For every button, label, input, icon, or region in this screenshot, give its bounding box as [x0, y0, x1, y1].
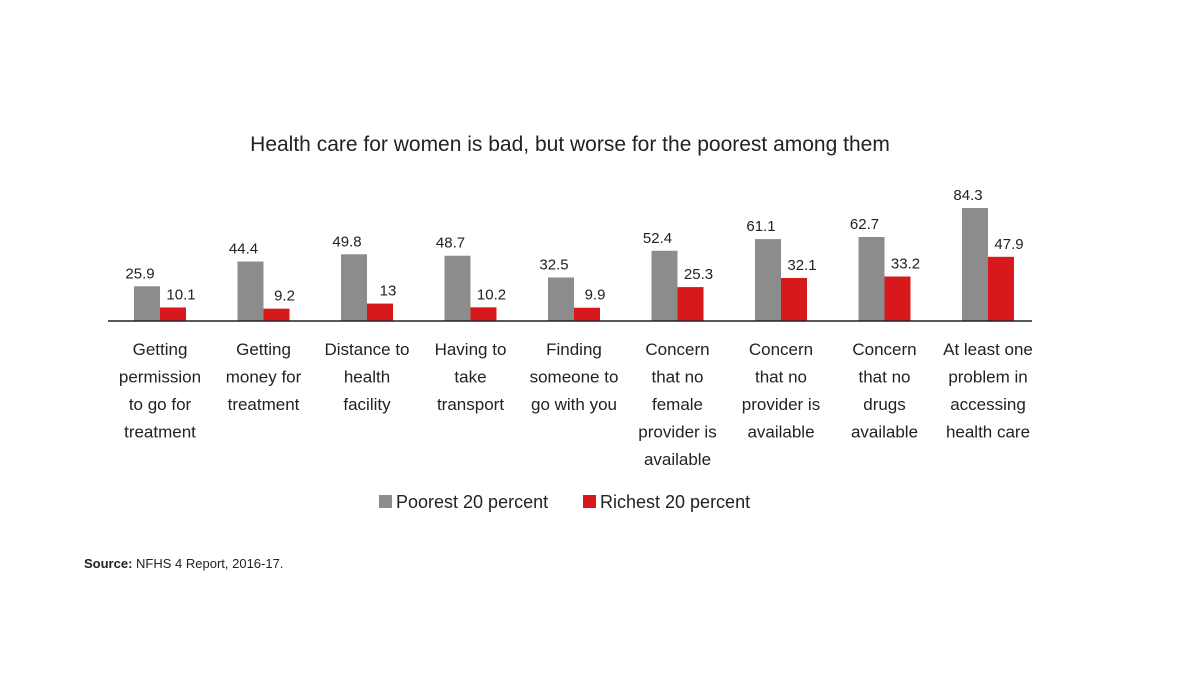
category-label-5: Concern that no female provider is available [638, 340, 716, 469]
value-label-poorest-6: 61.1 [746, 218, 775, 235]
value-label-richest-2: 13 [380, 283, 397, 300]
bar-richest-3 [470, 307, 497, 321]
value-label-poorest-4: 32.5 [539, 256, 568, 273]
value-label-poorest-2: 49.8 [332, 233, 361, 250]
value-label-richest-1: 9.2 [274, 288, 295, 305]
chart-title: Health care for women is bad, but worse … [250, 133, 890, 156]
value-label-poorest-1: 44.4 [229, 241, 258, 258]
category-label-6: Concern that no provider is available [742, 340, 820, 442]
bar-poorest-8 [962, 208, 988, 321]
bar-richest-1 [263, 308, 290, 321]
value-label-poorest-3: 48.7 [436, 235, 465, 252]
value-label-richest-5: 25.3 [684, 266, 713, 283]
value-label-richest-7: 33.2 [891, 256, 920, 273]
category-label-4: Finding someone to go with you [530, 340, 619, 414]
category-label-0: Getting permission to go for treatment [119, 340, 201, 442]
bar-poorest-6 [755, 239, 781, 321]
source-text: NFHS 4 Report, 2016-17. [132, 556, 284, 571]
bar-poorest-4 [548, 277, 574, 321]
legend-swatch-poorest [379, 495, 392, 508]
bar-poorest-2 [341, 254, 367, 321]
value-label-richest-8: 47.9 [994, 236, 1023, 253]
category-label-3: Having to take transport [435, 340, 507, 414]
legend: Poorest 20 percent Richest 20 percent [379, 492, 750, 512]
category-labels-group: Getting permission to go for treatment Getti… [119, 340, 1033, 469]
source-note: Source: NFHS 4 Report, 2016-17. [84, 556, 283, 571]
value-label-richest-6: 32.1 [787, 257, 816, 274]
bar-poorest-5 [651, 250, 678, 321]
legend-label-richest: Richest 20 percent [600, 492, 750, 512]
value-label-richest-0: 10.1 [166, 286, 195, 303]
bar-poorest-1 [237, 261, 264, 321]
bar-richest-2 [367, 303, 393, 321]
legend-swatch-richest [583, 495, 596, 508]
bar-richest-5 [677, 287, 704, 321]
bar-poorest-0 [134, 286, 160, 321]
value-label-richest-3: 10.2 [477, 286, 506, 303]
value-label-poorest-8: 84.3 [953, 187, 982, 204]
value-label-poorest-0: 25.9 [125, 265, 154, 282]
category-label-7: Concern that no drugs available [851, 340, 918, 442]
bar-poorest-7 [858, 236, 885, 321]
value-labels-group: 25.9 10.1 44.4 9.2 49.8 13 48.7 10.2 32.5 9.9 52.4… [125, 187, 1023, 305]
value-label-poorest-7: 62.7 [850, 216, 879, 233]
bar-richest-6 [781, 277, 807, 321]
category-label-1: Getting money for treatment [226, 340, 302, 414]
bar-richest-7 [884, 276, 911, 321]
value-label-richest-4: 9.9 [585, 287, 606, 304]
bar-richest-0 [160, 307, 186, 321]
category-label-8: At least one problem in accessing health ca… [943, 340, 1033, 442]
bar-richest-4 [574, 307, 600, 321]
category-label-2: Distance to health facility [324, 340, 409, 414]
legend-label-poorest: Poorest 20 percent [396, 492, 548, 512]
source-label: Source: [84, 556, 133, 571]
bar-richest-8 [988, 256, 1014, 321]
bars-group [134, 208, 1014, 321]
bar-poorest-3 [444, 255, 471, 321]
value-label-poorest-5: 52.4 [643, 230, 672, 247]
